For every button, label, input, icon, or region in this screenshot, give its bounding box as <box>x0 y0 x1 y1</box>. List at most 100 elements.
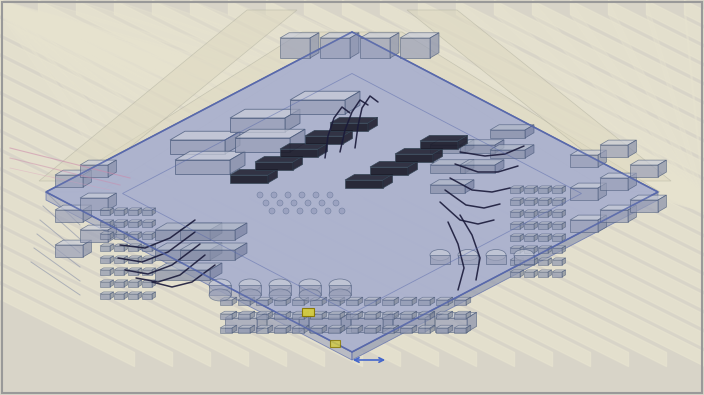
Polygon shape <box>305 130 353 136</box>
Polygon shape <box>548 258 552 265</box>
Polygon shape <box>534 258 538 265</box>
Polygon shape <box>525 145 534 158</box>
Polygon shape <box>628 140 636 157</box>
Circle shape <box>283 208 289 214</box>
Polygon shape <box>46 192 352 360</box>
Polygon shape <box>128 210 138 215</box>
Polygon shape <box>341 312 351 332</box>
Polygon shape <box>460 140 504 145</box>
Polygon shape <box>100 222 110 227</box>
Polygon shape <box>142 222 152 227</box>
Circle shape <box>339 208 345 214</box>
Polygon shape <box>330 117 377 123</box>
Polygon shape <box>510 200 520 205</box>
Polygon shape <box>138 292 142 299</box>
Bar <box>486 255 506 264</box>
Polygon shape <box>286 311 291 319</box>
Polygon shape <box>510 212 520 217</box>
Polygon shape <box>460 145 495 153</box>
Polygon shape <box>322 325 327 333</box>
Polygon shape <box>552 224 562 229</box>
Polygon shape <box>310 300 322 305</box>
Polygon shape <box>562 186 565 193</box>
Polygon shape <box>358 325 363 333</box>
Polygon shape <box>548 270 552 277</box>
Circle shape <box>263 200 269 206</box>
Polygon shape <box>114 244 127 246</box>
Polygon shape <box>292 297 309 300</box>
Bar <box>302 308 314 316</box>
Polygon shape <box>152 280 156 287</box>
Polygon shape <box>46 32 658 352</box>
Polygon shape <box>309 318 341 332</box>
Polygon shape <box>142 256 156 258</box>
Polygon shape <box>570 215 606 220</box>
Polygon shape <box>448 297 453 305</box>
Polygon shape <box>274 325 291 328</box>
Polygon shape <box>430 325 435 333</box>
Polygon shape <box>534 210 538 217</box>
Polygon shape <box>280 143 327 149</box>
Circle shape <box>297 208 303 214</box>
Polygon shape <box>350 33 359 58</box>
Polygon shape <box>395 154 433 162</box>
Polygon shape <box>238 328 250 333</box>
Polygon shape <box>128 222 138 227</box>
Polygon shape <box>285 109 300 132</box>
Polygon shape <box>138 220 142 227</box>
Polygon shape <box>256 314 268 319</box>
Polygon shape <box>552 186 565 188</box>
Polygon shape <box>108 225 116 242</box>
Polygon shape <box>155 263 222 270</box>
Polygon shape <box>368 117 377 131</box>
Polygon shape <box>412 325 417 333</box>
Polygon shape <box>299 312 308 332</box>
Polygon shape <box>552 270 565 272</box>
Polygon shape <box>142 282 152 287</box>
Polygon shape <box>138 208 142 215</box>
Polygon shape <box>400 325 417 328</box>
Polygon shape <box>510 222 524 224</box>
Polygon shape <box>309 312 351 318</box>
Polygon shape <box>630 165 658 177</box>
Polygon shape <box>520 198 524 205</box>
Bar <box>269 285 291 295</box>
Polygon shape <box>128 244 142 246</box>
Polygon shape <box>628 173 636 190</box>
Polygon shape <box>142 220 156 222</box>
Polygon shape <box>175 160 230 174</box>
Polygon shape <box>250 297 255 305</box>
Polygon shape <box>562 234 565 241</box>
Polygon shape <box>124 208 127 215</box>
Polygon shape <box>55 205 92 210</box>
Polygon shape <box>128 292 142 294</box>
Polygon shape <box>83 240 92 257</box>
Polygon shape <box>430 180 474 185</box>
Polygon shape <box>435 312 477 318</box>
Polygon shape <box>268 325 273 333</box>
Polygon shape <box>436 300 448 305</box>
Ellipse shape <box>299 289 321 301</box>
Circle shape <box>269 208 275 214</box>
Polygon shape <box>220 297 237 300</box>
Polygon shape <box>630 160 667 165</box>
Polygon shape <box>292 325 309 328</box>
Polygon shape <box>400 297 417 300</box>
Polygon shape <box>552 246 565 248</box>
Polygon shape <box>230 169 277 175</box>
Polygon shape <box>430 140 474 145</box>
Polygon shape <box>412 297 417 305</box>
Polygon shape <box>114 258 124 263</box>
Polygon shape <box>562 258 565 265</box>
Polygon shape <box>267 318 299 332</box>
Polygon shape <box>50 32 352 192</box>
Polygon shape <box>80 165 108 177</box>
Polygon shape <box>346 311 363 314</box>
Polygon shape <box>108 193 116 210</box>
Polygon shape <box>100 280 113 282</box>
Polygon shape <box>538 188 548 193</box>
Polygon shape <box>370 162 417 167</box>
Polygon shape <box>524 272 534 277</box>
Polygon shape <box>400 33 439 38</box>
Polygon shape <box>232 311 237 319</box>
